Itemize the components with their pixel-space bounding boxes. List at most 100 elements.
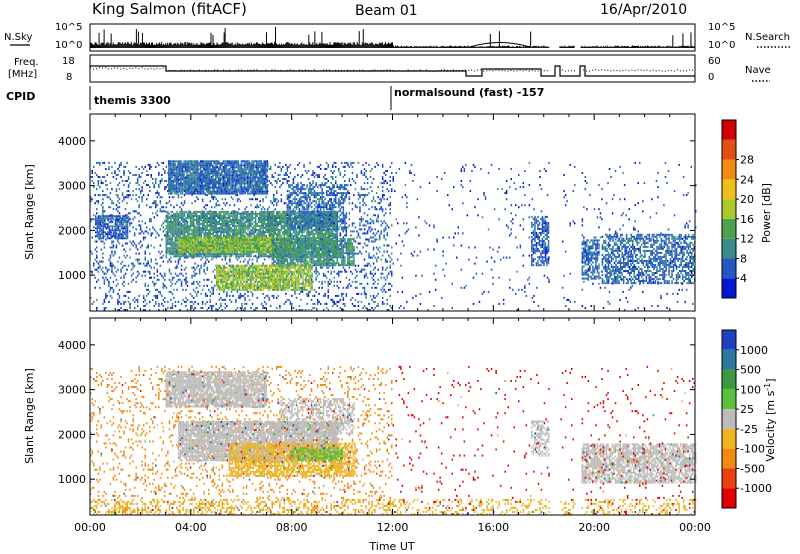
heatmap-cell	[168, 166, 170, 169]
heatmap-cell	[96, 233, 99, 236]
heatmap-cell	[384, 258, 387, 261]
heatmap-cell	[123, 165, 125, 168]
heatmap-cell	[155, 258, 157, 261]
heatmap-cell	[378, 202, 381, 205]
heatmap-cell	[164, 228, 166, 231]
heatmap-cell	[264, 184, 267, 187]
heatmap-cell	[219, 192, 222, 195]
heatmap-cell	[195, 192, 197, 195]
heatmap-cell	[206, 204, 208, 207]
heatmap-cell	[212, 170, 214, 173]
heatmap-cell	[332, 176, 334, 178]
heatmap-cell	[91, 172, 93, 174]
heatmap-cell	[108, 237, 111, 240]
heatmap-cell	[180, 302, 183, 305]
freq-tick-high: 18	[62, 56, 75, 67]
heatmap-cell	[176, 235, 178, 238]
heatmap-cell	[264, 192, 267, 195]
heatmap-cell	[129, 302, 131, 305]
nave-dot	[271, 69, 273, 71]
cpid-panel: CPID themis 3300 normalsound (fast) -157	[6, 86, 544, 110]
heatmap-cell	[196, 176, 199, 179]
heatmap-cell	[171, 247, 174, 250]
nave-dot	[419, 69, 421, 71]
heatmap-cell	[339, 188, 342, 191]
heatmap-cell	[115, 188, 118, 191]
heatmap-cell	[99, 217, 102, 220]
heatmap-cell	[237, 178, 240, 181]
heatmap-cell	[259, 204, 261, 207]
heatmap-cell	[359, 206, 361, 209]
heatmap-cell	[124, 300, 127, 303]
heatmap-cell	[135, 194, 137, 197]
nave-dot	[453, 69, 454, 71]
heatmap-cell	[164, 172, 166, 174]
heatmap-cell	[174, 168, 176, 171]
heatmap-cell	[380, 288, 382, 291]
heatmap-cell	[162, 222, 165, 225]
heatmap-cell	[285, 172, 287, 174]
heatmap-cell	[351, 208, 354, 211]
heatmap-cell	[242, 172, 244, 175]
heatmap-cell	[193, 176, 196, 179]
heatmap-cell	[258, 160, 261, 163]
heatmap-cell	[161, 256, 163, 259]
heatmap-cell	[202, 180, 205, 183]
heatmap-cell	[155, 236, 157, 239]
heatmap-cell	[201, 166, 203, 169]
heatmap-cell	[322, 176, 325, 178]
heatmap-cell	[191, 234, 193, 237]
heatmap-cell	[213, 184, 215, 187]
heatmap-cell	[257, 176, 259, 179]
heatmap-cell	[368, 256, 370, 259]
heatmap-cell	[266, 190, 268, 193]
heatmap-cell	[204, 172, 206, 175]
heatmap-cell	[118, 202, 121, 205]
heatmap-cell	[176, 210, 178, 213]
heatmap-cell	[174, 260, 177, 263]
heatmap-cell	[189, 292, 192, 295]
heatmap-cell	[248, 178, 250, 181]
heatmap-cell	[371, 276, 373, 279]
heatmap-cell	[249, 178, 252, 181]
heatmap-cell	[383, 234, 385, 237]
heatmap-cell	[381, 178, 384, 180]
heatmap-cell	[177, 180, 179, 183]
heatmap-cell	[153, 228, 155, 231]
heatmap-cell	[98, 221, 100, 224]
heatmap-cell	[381, 165, 384, 168]
heatmap-cell	[353, 194, 355, 197]
nave-dot	[474, 70, 476, 72]
heatmap-cell	[162, 276, 165, 279]
heatmap-cell	[126, 268, 128, 271]
heatmap-cell	[114, 172, 116, 174]
heatmap-cell	[153, 305, 155, 307]
heatmap-cell	[368, 252, 370, 255]
heatmap-cell	[255, 174, 258, 177]
heatmap-cell	[192, 160, 194, 163]
heatmap-cell	[158, 174, 160, 176]
heatmap-cell	[212, 182, 214, 185]
heatmap-cell	[141, 244, 143, 247]
heatmap-cell	[238, 294, 240, 297]
freq-tick-low: 8	[66, 72, 72, 83]
heatmap-cell	[123, 309, 125, 311]
heatmap-cell	[368, 238, 370, 241]
heatmap-cell	[322, 192, 325, 195]
heatmap-cell	[351, 224, 354, 227]
heatmap-cell	[264, 180, 267, 183]
heatmap-cell	[107, 231, 109, 234]
heatmap-cell	[105, 215, 108, 218]
heatmap-cell	[371, 220, 373, 223]
heatmap-cell	[268, 206, 270, 209]
heatmap-cell	[120, 219, 123, 222]
heatmap-cell	[381, 296, 384, 299]
heatmap-cell	[234, 174, 237, 177]
heatmap-cell	[173, 252, 175, 255]
heatmap-cell	[184, 170, 187, 173]
heatmap-cell	[180, 192, 182, 195]
heatmap-cell	[168, 278, 171, 281]
heatmap-cell	[327, 165, 329, 168]
heatmap-cell	[155, 200, 157, 203]
heatmap-cell	[252, 168, 255, 171]
